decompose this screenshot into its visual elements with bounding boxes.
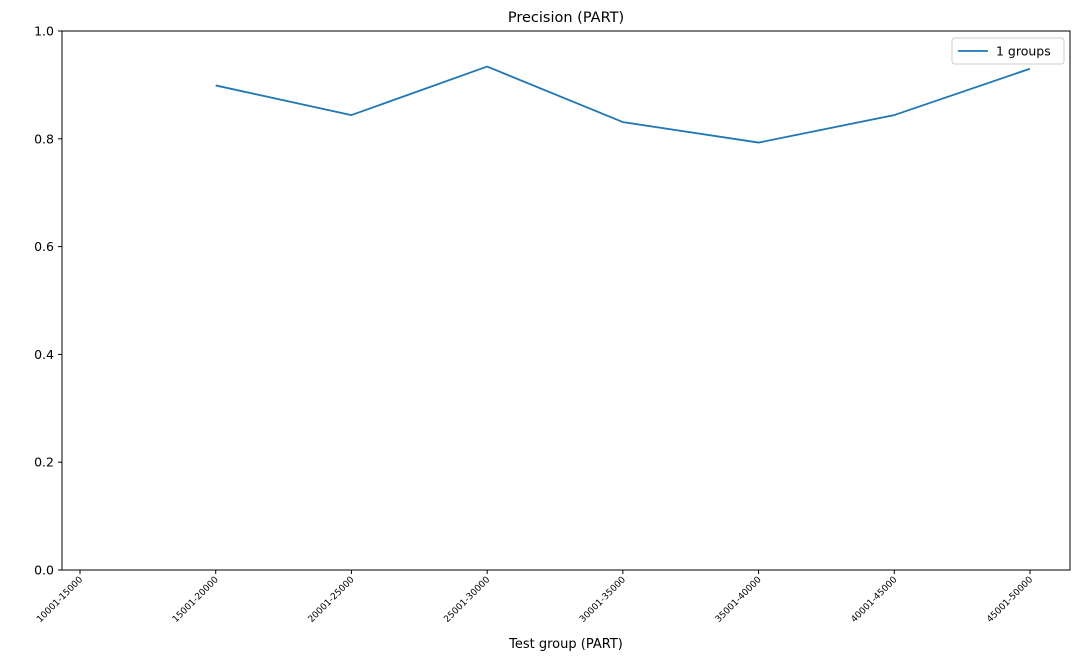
x-tick-label: 10001-15000 xyxy=(35,575,85,625)
y-tick-label: 0.2 xyxy=(34,455,54,470)
x-tick-label: 40001-45000 xyxy=(850,575,900,625)
y-tick-label: 0.4 xyxy=(34,347,54,362)
x-axis: 10001-15000 15001-20000 20001-25000 25001-3… xyxy=(35,570,1035,625)
x-tick-label: 25001-30000 xyxy=(442,575,492,625)
x-tick-label: 45001-50000 xyxy=(985,575,1035,625)
x-tick-label: 35001-40000 xyxy=(714,575,764,625)
x-tick-label: 20001-25000 xyxy=(307,575,357,625)
chart-title: Precision (PART) xyxy=(508,10,624,26)
series-layer xyxy=(215,65,1031,144)
series-line-0 xyxy=(215,65,1031,144)
legend-box xyxy=(951,37,1065,65)
x-axis-label: Test group (PART) xyxy=(508,637,623,652)
legend-label: 1 groups xyxy=(996,44,1051,59)
y-tick-label: 1.0 xyxy=(34,24,54,39)
x-tick-label: 15001-20000 xyxy=(171,575,221,625)
plot-area xyxy=(61,30,1071,571)
y-tick-label: 0.6 xyxy=(34,239,54,254)
y-tick-label: 0.8 xyxy=(34,131,54,146)
y-tick-label: 0.0 xyxy=(34,563,54,578)
legend: 1 groups xyxy=(951,37,1065,65)
x-tick-label: 30001-35000 xyxy=(578,575,628,625)
y-axis: 0.0 0.2 0.4 0.6 0.8 1.0 xyxy=(34,24,62,578)
